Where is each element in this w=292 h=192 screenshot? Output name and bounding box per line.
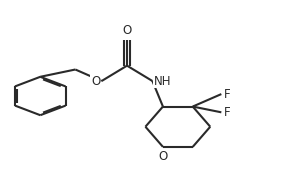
- Text: O: O: [91, 74, 100, 88]
- Text: O: O: [158, 150, 168, 163]
- Text: NH: NH: [154, 74, 171, 88]
- Text: O: O: [122, 24, 132, 37]
- Text: F: F: [224, 106, 231, 119]
- Text: F: F: [224, 88, 231, 101]
